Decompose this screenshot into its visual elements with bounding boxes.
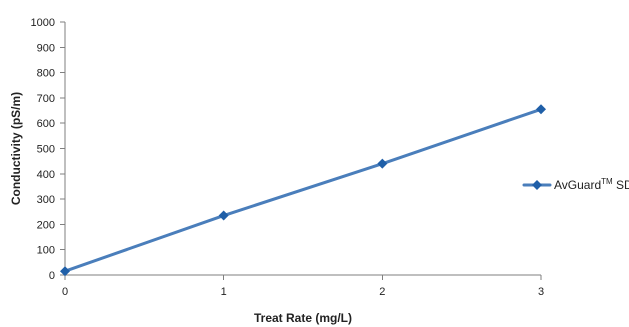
y-tick-label: 400 — [37, 169, 55, 181]
legend-series-superscript: TM — [601, 177, 613, 186]
data-point — [536, 104, 546, 115]
x-axis-ticks: 0 1 2 3 — [62, 275, 544, 298]
legend: AvGuardTM SDA — [522, 177, 629, 192]
y-tick-label: 300 — [37, 194, 55, 206]
data-point — [218, 210, 229, 221]
series-layer — [60, 104, 546, 277]
y-tick-label: 500 — [37, 144, 55, 156]
y-tick-label: 600 — [37, 118, 55, 130]
y-tick-label: 900 — [37, 42, 55, 54]
x-tick-label: 3 — [538, 286, 544, 298]
y-tick-label: 200 — [37, 219, 55, 231]
y-axis-title: Conductivity (pS/m) — [9, 92, 23, 205]
data-point — [377, 158, 388, 169]
x-tick-label: 0 — [62, 286, 68, 298]
legend-series-suffix: SDA — [613, 178, 629, 192]
legend-marker — [532, 180, 542, 190]
y-tick-label: 700 — [37, 93, 55, 105]
y-tick-label: 0 — [49, 270, 55, 282]
x-axis-title: Treat Rate (mg/L) — [254, 311, 352, 325]
x-tick-label: 1 — [221, 286, 227, 298]
legend-series-name: AvGuard — [554, 178, 601, 192]
series-line — [63, 107, 543, 273]
x-tick-label: 2 — [379, 286, 385, 298]
legend-label: AvGuardTM SDA — [554, 177, 629, 192]
y-tick-label: 100 — [37, 245, 55, 257]
data-point — [60, 266, 70, 277]
y-axis-ticks: 0 100 200 300 400 500 600 700 800 900 1000 — [31, 17, 65, 282]
y-tick-label: 1000 — [31, 17, 55, 29]
y-tick-label: 800 — [37, 68, 55, 80]
